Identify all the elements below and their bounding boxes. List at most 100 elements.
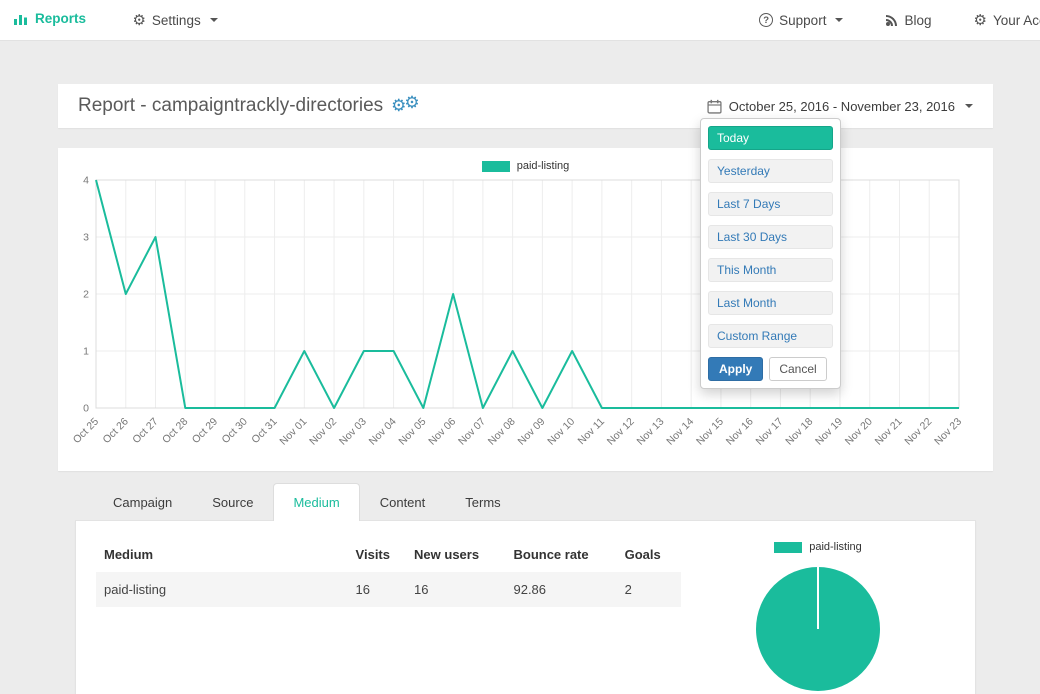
svg-text:Nov 05: Nov 05	[396, 416, 428, 448]
medium-pie-chart	[756, 567, 880, 691]
report-settings-gears-icon[interactable]	[391, 95, 420, 117]
svg-text:Nov 22: Nov 22	[902, 416, 934, 448]
page-title: Report - campaigntrackly-directories	[78, 95, 420, 117]
svg-text:Oct 30: Oct 30	[220, 416, 250, 446]
bar-chart-icon	[14, 14, 27, 25]
nav-support-label: Support	[779, 12, 827, 28]
date-range-dropdown: Today Yesterday Last 7 Days Last 30 Days Thi…	[700, 118, 841, 389]
svg-text:Nov 16: Nov 16	[724, 416, 756, 448]
question-circle-icon	[759, 13, 774, 27]
svg-text:Nov 09: Nov 09	[515, 416, 547, 448]
date-option-last-month[interactable]: Last Month	[708, 291, 833, 315]
date-option-today[interactable]: Today	[708, 126, 833, 150]
svg-text:Oct 31: Oct 31	[249, 416, 279, 446]
svg-text:Nov 20: Nov 20	[843, 416, 875, 448]
svg-text:1: 1	[83, 346, 89, 358]
legend-swatch	[481, 160, 510, 172]
svg-text:Nov 10: Nov 10	[545, 416, 577, 448]
cancel-button[interactable]: Cancel	[769, 357, 827, 381]
nav-blog-label: Blog	[904, 12, 932, 28]
gear-icon	[973, 13, 986, 28]
svg-text:Nov 11: Nov 11	[576, 416, 608, 448]
nav-item-account[interactable]: Your Account	[973, 13, 1040, 28]
svg-text:0: 0	[83, 403, 89, 415]
svg-text:Nov 06: Nov 06	[426, 416, 458, 448]
svg-text:Nov 21: Nov 21	[873, 416, 905, 448]
report-title-text: Report - campaigntrackly-directories	[78, 95, 384, 116]
nav-settings-label: Settings	[151, 12, 201, 28]
table-cell: 2	[624, 582, 632, 597]
svg-text:Nov 12: Nov 12	[605, 416, 637, 448]
report-header: Report - campaigntrackly-directories Oct…	[58, 84, 993, 128]
svg-text:Nov 15: Nov 15	[694, 416, 726, 448]
date-option-this-month[interactable]: This Month	[708, 258, 833, 282]
nav-item-reports[interactable]: Reports	[14, 11, 86, 26]
column-header-bounce-rate: Bounce rate	[513, 547, 589, 562]
pie-chart-container	[743, 559, 893, 694]
date-option-last-30-days[interactable]: Last 30 Days	[708, 225, 833, 249]
table-cell: 16	[414, 582, 429, 597]
column-header-goals: Goals	[624, 547, 661, 562]
apply-button[interactable]: Apply	[708, 357, 764, 381]
svg-text:Nov 19: Nov 19	[813, 416, 845, 448]
column-header-visits: Visits	[355, 547, 390, 562]
table-cell: 92.86	[513, 582, 547, 597]
tab-medium[interactable]: Medium	[273, 483, 360, 522]
date-range-label: October 25, 2016 - November 23, 2016	[728, 98, 955, 114]
main-content: Report - campaigntrackly-directories Oct…	[58, 84, 993, 694]
table-row: paid-listing 16 16 92.86 2	[96, 572, 681, 607]
date-option-custom-range[interactable]: Custom Range	[708, 324, 833, 348]
column-header-medium: Medium	[104, 547, 154, 562]
medium-table: Medium Visits New users Bounce rate Goals pai…	[96, 537, 681, 607]
date-option-last-7-days[interactable]: Last 7 Days	[708, 192, 833, 216]
svg-text:Nov 13: Nov 13	[635, 416, 667, 448]
table-header-row: Medium Visits New users Bounce rate Goals	[96, 537, 681, 572]
gear-icon	[132, 13, 145, 28]
svg-text:Nov 17: Nov 17	[754, 416, 786, 448]
rss-icon	[885, 14, 898, 27]
dropdown-buttons: Apply Cancel	[708, 357, 833, 381]
line-chart-legend: paid-listing	[66, 160, 985, 172]
date-range-selector[interactable]: October 25, 2016 - November 23, 2016	[707, 99, 973, 114]
chevron-down-icon	[209, 18, 218, 22]
tab-content[interactable]: Content	[379, 495, 426, 510]
svg-text:4: 4	[83, 175, 89, 187]
tab-source[interactable]: Source	[212, 495, 254, 510]
svg-text:Nov 07: Nov 07	[456, 416, 488, 448]
tab-terms[interactable]: Terms	[465, 495, 501, 510]
chevron-down-icon	[835, 18, 844, 22]
svg-text:Nov 23: Nov 23	[932, 416, 964, 448]
navbar-right: Support Blog Your Account	[717, 13, 1040, 28]
legend-swatch	[774, 541, 803, 553]
medium-panel: Medium Visits New users Bounce rate Goals pai…	[75, 520, 976, 694]
nav-reports-label: Reports	[35, 10, 87, 26]
nav-item-blog[interactable]: Blog	[885, 13, 931, 28]
pie-chart-legend: paid-listing	[774, 541, 862, 553]
svg-text:Nov 01: Nov 01	[277, 416, 309, 448]
svg-text:Oct 29: Oct 29	[190, 416, 220, 446]
visits-chart-card: paid-listing 0 1 2 3 4 Oct 25 Oct 26 Oct 27 Oct …	[58, 148, 993, 471]
svg-text:2: 2	[83, 289, 89, 301]
legend-label: paid-listing	[809, 541, 862, 553]
svg-text:Nov 02: Nov 02	[307, 416, 339, 448]
chevron-down-icon	[965, 104, 973, 108]
date-option-yesterday[interactable]: Yesterday	[708, 159, 833, 183]
nav-item-support[interactable]: Support	[759, 12, 844, 28]
navbar-left: Reports Settings	[14, 11, 260, 30]
svg-text:Nov 08: Nov 08	[486, 416, 518, 448]
svg-text:Oct 28: Oct 28	[160, 416, 190, 446]
calendar-icon	[707, 99, 722, 114]
svg-text:Nov 04: Nov 04	[367, 416, 399, 448]
legend-label: paid-listing	[516, 160, 570, 172]
line-chart-container: 0 1 2 3 4 Oct 25 Oct 26 Oct 27 Oct 28 Oct 29 Oct 3…	[66, 172, 985, 469]
nav-item-settings[interactable]: Settings	[132, 12, 218, 28]
nav-account-label: Your Account	[992, 12, 1040, 28]
svg-text:Nov 03: Nov 03	[337, 416, 369, 448]
tab-campaign[interactable]: Campaign	[113, 495, 173, 510]
table-cell: paid-listing	[104, 582, 167, 597]
svg-text:Oct 26: Oct 26	[101, 416, 131, 446]
date-range-options: Today Yesterday Last 7 Days Last 30 Days Thi…	[708, 126, 833, 348]
top-navbar: Reports Settings Support Blog Your Accou…	[0, 0, 1040, 41]
svg-text:Oct 27: Oct 27	[130, 416, 160, 446]
svg-text:Nov 18: Nov 18	[783, 416, 815, 448]
